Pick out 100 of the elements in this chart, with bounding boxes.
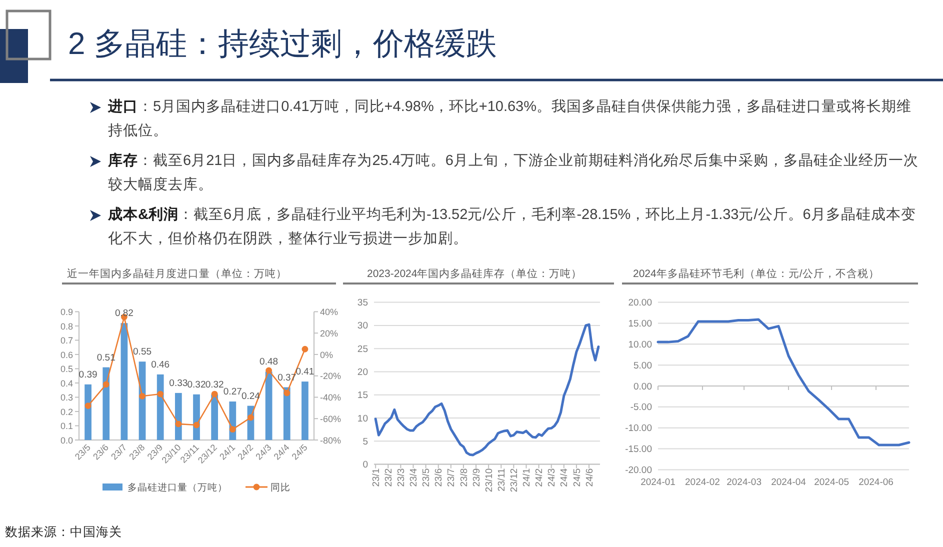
point	[193, 422, 200, 428]
y-tick-label: 0.1	[60, 421, 73, 432]
x-tick-label: 2024-05	[814, 477, 849, 488]
bar	[302, 382, 308, 440]
x-tick-label: 24/2	[534, 468, 546, 487]
y-tick-label: 20.00	[628, 298, 652, 309]
x-tick-label: 24/3	[546, 468, 558, 487]
x-tick-label: 24/5	[572, 468, 583, 487]
x-tick-label: 24/4	[559, 468, 570, 487]
y-tick-label: 5	[362, 436, 368, 448]
bar	[84, 384, 92, 440]
y2-tick-label: -80%	[320, 435, 342, 446]
y-tick-label: 0.7	[60, 336, 73, 346]
x-tick-label: 2024-06	[858, 477, 894, 488]
x-tick-label: 23/11	[496, 468, 508, 492]
y-tick-label: 10	[357, 413, 368, 424]
y-tick-label: 15.00	[628, 318, 652, 330]
y-tick-label: 25	[357, 344, 368, 355]
x-tick-label: 23/7	[446, 468, 458, 487]
point	[229, 426, 236, 433]
x-tick-label: 24/1	[522, 468, 533, 487]
data-label: 0.82	[114, 308, 134, 320]
x-tick-label: 23/5	[421, 468, 432, 487]
data-label: 0.48	[260, 356, 278, 368]
x-tick-label: 2024-04	[771, 477, 806, 488]
line-series	[374, 323, 600, 456]
point	[139, 392, 146, 400]
y-tick-label: 20	[357, 367, 368, 378]
data-label: 0.39	[78, 369, 98, 380]
chart-title: 2024年多晶硅环节毛利（单位：元/公斤，不含税）	[633, 267, 880, 280]
data-label: 0.55	[133, 346, 152, 358]
y-tick-label: -15.00	[625, 444, 652, 456]
y-tick-label: 0.4	[60, 378, 73, 388]
bar	[211, 394, 218, 440]
x-tick-label: 24/1	[218, 442, 238, 462]
source-note: 数据来源：中国海关	[5, 525, 122, 539]
point	[84, 402, 92, 409]
x-tick-label: 23/10	[484, 468, 495, 492]
x-tick-label: 2024-02	[685, 477, 720, 488]
data-label: 0.46	[151, 359, 170, 370]
bar	[156, 374, 164, 440]
point	[211, 390, 218, 398]
y-tick-label: 0.0	[60, 435, 73, 446]
y-tick-label: 0.2	[60, 406, 73, 417]
x-tick-label: 23/8	[458, 468, 470, 487]
x-tick-label: 23/4	[408, 468, 420, 487]
y-tick-label: 0.3	[60, 392, 73, 403]
data-label: 0.32	[205, 379, 224, 390]
y2-tick-label: 40%	[320, 307, 338, 317]
y-tick-label: -5.00	[630, 402, 652, 414]
y2-tick-label: -20%	[320, 371, 342, 382]
x-tick-label: 23/1	[370, 468, 382, 487]
y-tick-label: 30	[357, 320, 368, 332]
data-label: 0.32	[187, 379, 206, 390]
y-tick-label: 35	[357, 298, 368, 309]
bar	[120, 323, 128, 440]
bar	[138, 362, 146, 440]
x-tick-label: 23/2	[383, 468, 394, 487]
y-tick-label: 0.5	[60, 364, 73, 374]
x-tick-label: 2024-03	[726, 477, 762, 488]
y-tick-label: 0.9	[60, 307, 73, 317]
point	[157, 390, 164, 398]
point	[266, 367, 272, 374]
point	[284, 390, 290, 396]
x-tick-label: 23/12	[508, 468, 520, 492]
text: 2 多晶硅：持续过剩，价格缓跌	[68, 25, 497, 63]
y2-tick-label: 20%	[320, 328, 338, 338]
y-tick-label: 15	[357, 390, 368, 402]
y-tick-label: 10.00	[628, 339, 652, 350]
y-tick-label: 0.8	[60, 321, 73, 332]
x-tick-label: 2024-01	[640, 477, 676, 488]
text: 成本&利润：截至6月底，多晶硅行业平均毛利为-13.52元/公斤，毛利率-28.15%，环比上月-1.33元/公斤。6月多晶硅成本变化不大，但价格仍在阴跌，整体行业亏损进一步加剧。	[108, 207, 916, 247]
y2-tick-label: -40%	[320, 392, 342, 403]
bar	[265, 372, 272, 440]
data-label: 0.41	[296, 366, 314, 378]
point	[102, 381, 110, 388]
y2-tick-label: -60%	[320, 414, 342, 424]
y-tick-label: 0	[362, 460, 368, 471]
x-tick-label: 23/9	[471, 468, 482, 487]
data-label: 0.33	[169, 378, 188, 389]
y-tick-label: 0.00	[634, 381, 652, 392]
y-tick-label: -20.00	[625, 465, 652, 476]
y-tick-label: 5.00	[634, 360, 652, 372]
data-label: 0.27	[223, 386, 242, 398]
point	[248, 414, 254, 421]
bar	[102, 367, 110, 440]
text: 库存：截至6月21日，国内多晶硅库存为25.4万吨。6月上旬，下游企业前期硅料消化殆尽后集中采购，多晶硅企业经历一次较大幅度去库。	[108, 153, 918, 193]
point	[175, 420, 182, 428]
x-tick-label: 23/3	[396, 468, 407, 487]
legend-label: 多晶硅进口量（万吨）	[128, 482, 228, 494]
y2-tick-label: 0%	[320, 350, 334, 360]
chart-title: 2023-2024年国内多晶硅库存（单位：万吨）	[367, 267, 582, 280]
line-series	[656, 318, 910, 446]
x-tick-label: 23/6	[434, 468, 445, 487]
chart-title: 近一年国内多晶硅月度进口量（单位：万吨）	[67, 267, 287, 280]
y-tick-label: -10.00	[625, 423, 652, 434]
x-tick-label: 24/6	[584, 468, 596, 487]
point	[302, 346, 308, 352]
y-tick-label: 0.6	[60, 350, 73, 360]
legend-label: 同比	[270, 482, 290, 494]
